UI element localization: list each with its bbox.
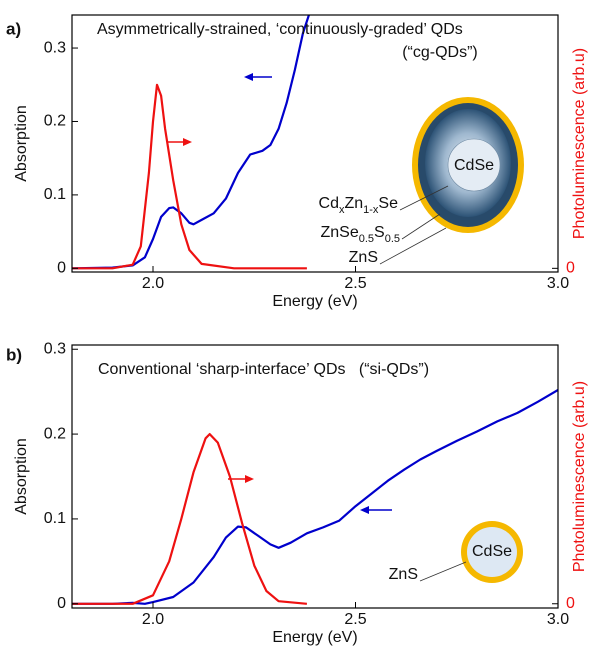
figure: 2.02.53.000.10.20.30Energy (eV)Absorptio… [0, 0, 597, 654]
inset-label-part: S [374, 224, 385, 241]
leader-line [420, 562, 466, 581]
y2-axis-label: Photoluminescence (arb.u) [571, 381, 588, 572]
x-tick-label: 2.0 [142, 611, 164, 628]
inset-label-part: Se [378, 195, 398, 212]
inset-label-part: 1-x [363, 204, 379, 216]
panel-label: a) [6, 19, 21, 38]
y2-tick-label: 0 [566, 260, 575, 277]
y2-axis-label: Photoluminescence (arb.u) [571, 48, 588, 239]
inset-label-part: Cd [319, 195, 339, 212]
core-label: CdSe [454, 157, 494, 174]
inset-label-part: 0.5 [359, 233, 374, 245]
panel-label: b) [6, 345, 22, 364]
y2-tick-label: 0 [566, 595, 575, 612]
inset-label: ZnS [389, 566, 418, 583]
x-tick-label: 2.0 [142, 275, 164, 292]
arrow-head [360, 506, 369, 514]
inset-label-part: ZnSe [320, 224, 358, 241]
y-tick-label: 0.3 [44, 340, 66, 357]
y-axis-label: Absorption [13, 438, 30, 515]
chart-subtitle: (“cg-QDs”) [402, 44, 478, 61]
x-tick-label: 2.5 [344, 611, 366, 628]
y-tick-label: 0.3 [44, 39, 66, 56]
x-tick-label: 3.0 [547, 275, 569, 292]
arrow-head [183, 138, 192, 146]
leader-line [402, 214, 440, 239]
inset-label: ZnS [349, 249, 378, 266]
x-tick-label: 3.0 [547, 611, 569, 628]
y-tick-label: 0.2 [44, 113, 66, 130]
data-line [72, 85, 307, 268]
inset-label-part: 0.5 [385, 233, 400, 245]
x-tick-label: 2.5 [344, 275, 366, 292]
arrow-head [245, 475, 254, 483]
y-axis-label: Absorption [13, 105, 30, 182]
y-tick-label: 0.1 [44, 186, 66, 203]
core-label: CdSe [472, 543, 512, 560]
y-tick-label: 0 [57, 260, 66, 277]
inset-label-part: ZnS [389, 566, 418, 583]
arrow-head [244, 73, 253, 81]
x-axis-label: Energy (eV) [272, 629, 357, 646]
inset-label: ZnSe0.5S0.5 [320, 224, 400, 245]
inset-label-part: ZnS [349, 249, 378, 266]
x-axis-label: Energy (eV) [272, 293, 357, 310]
chart-title: Conventional ‘sharp-interface’ QDs (“si-… [98, 361, 429, 378]
y-tick-label: 0 [57, 595, 66, 612]
inset-label-part: Zn [344, 195, 363, 212]
inset-label: CdxZn1-xSe [319, 195, 399, 216]
y-tick-label: 0.2 [44, 425, 66, 442]
chart-title: Asymmetrically-strained, ‘continuously-g… [97, 21, 463, 38]
y-tick-label: 0.1 [44, 510, 66, 527]
data-line [72, 434, 307, 604]
